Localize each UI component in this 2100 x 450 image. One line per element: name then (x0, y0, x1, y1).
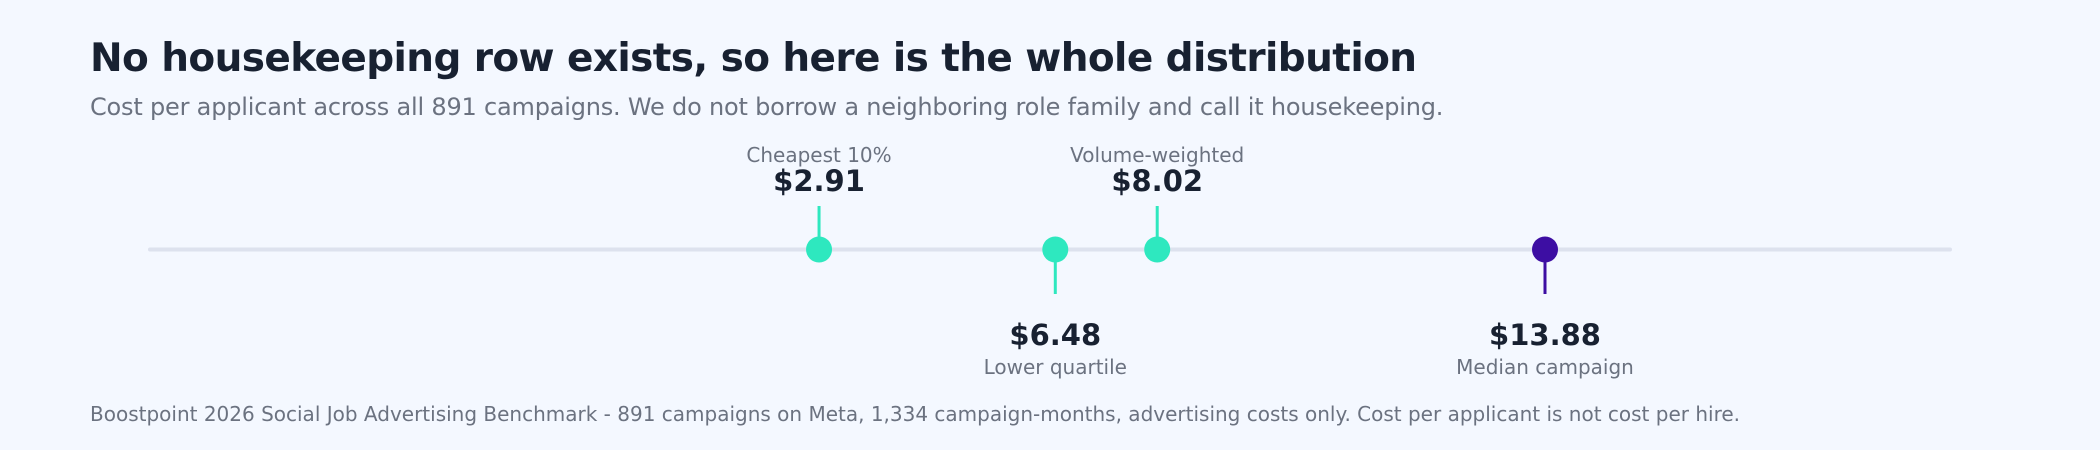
marker-label-median-campaign: Median campaign (1456, 355, 1634, 379)
marker-point-volume-weighted (1144, 236, 1171, 263)
page-title: No housekeeping row exists, so here is t… (90, 36, 1417, 81)
marker-value-lower-quartile: $6.48 (1009, 318, 1101, 352)
marker-point-lower-quartile (1042, 236, 1069, 263)
marker-point-median-campaign (1532, 236, 1558, 263)
marker-label-lower-quartile: Lower quartile (984, 355, 1127, 379)
chart-marks: Cheapest 10%$2.91 Lower quartile $6.48 Volu… (746, 143, 1633, 379)
marker-value-volume-weighted: $8.02 (1111, 164, 1203, 198)
marker-label-volume-weighted: Volume-weighted (1070, 143, 1244, 167)
marker-value-cheapest-10: $2.91 (773, 164, 865, 198)
marker-point-cheapest-10 (806, 236, 833, 263)
marker-value-median-campaign: $13.88 (1489, 318, 1601, 352)
source-footnote: Boostpoint 2026 Social Job Advertising B… (90, 402, 1741, 426)
marker-label-cheapest-10: Cheapest 10% (746, 143, 891, 167)
page-subtitle: Cost per applicant across all 891 campai… (90, 93, 1444, 121)
